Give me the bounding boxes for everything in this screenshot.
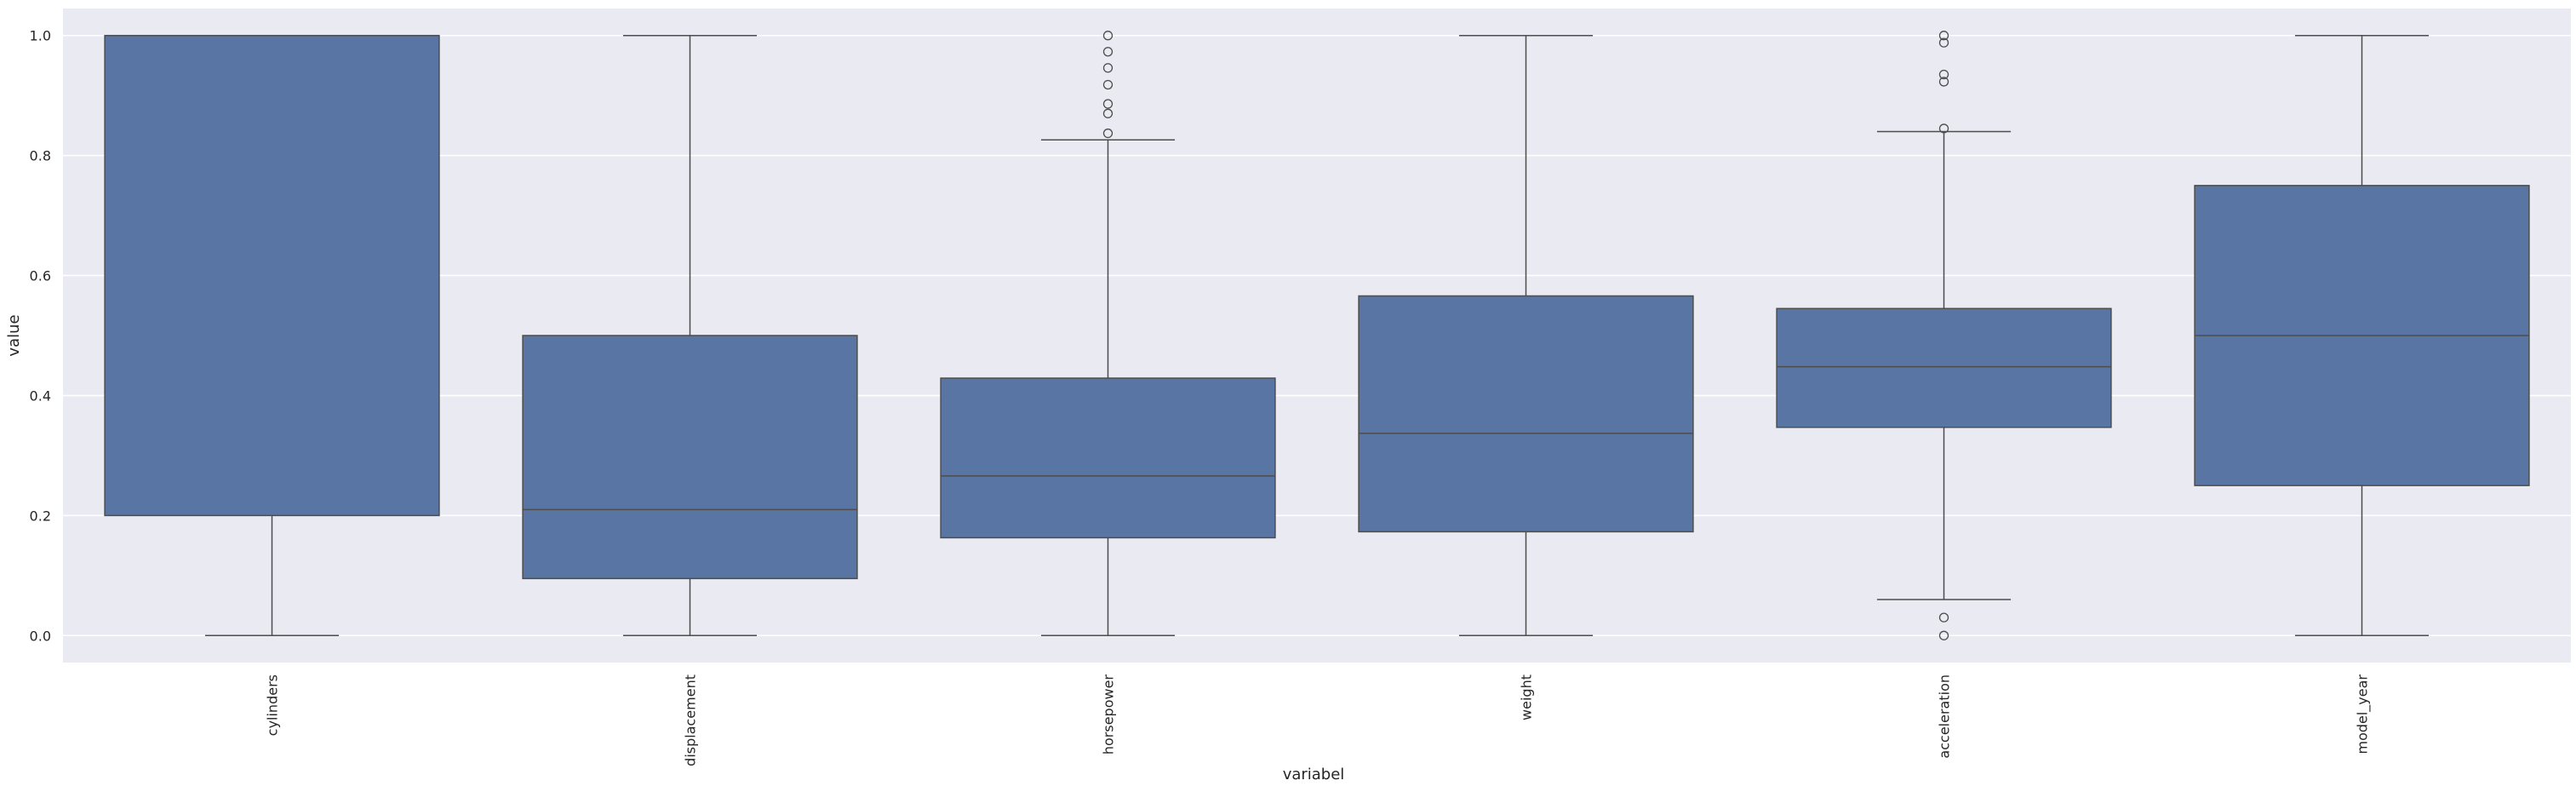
outlier-point	[1102, 79, 1113, 90]
x-axis-label: variabel	[1283, 766, 1345, 783]
gridlines	[63, 34, 2571, 637]
outlier-point	[1102, 47, 1113, 57]
box-iqr	[522, 335, 858, 580]
outlier-point	[1938, 77, 1949, 87]
x-tick-label: model_year	[2355, 674, 2372, 755]
outlier-point	[1102, 128, 1113, 139]
x-tick-labels: cylinders displacement horsepower weight acc…	[265, 674, 2372, 766]
box-iqr	[104, 34, 440, 517]
outlier-point	[1938, 123, 1949, 134]
box-group-displacement	[522, 34, 858, 637]
box-group-horsepower	[940, 31, 1276, 637]
outlier-point	[1102, 31, 1113, 41]
plot-background	[63, 9, 2571, 663]
box-group-cylinders	[104, 34, 440, 637]
x-tick-label: acceleration	[1937, 674, 1953, 759]
x-tick-label: cylinders	[265, 674, 281, 736]
outlier-point	[1938, 612, 1949, 623]
box-iqr	[1776, 307, 2112, 428]
y-tick-label: 0.4	[30, 387, 51, 404]
y-axis-label: value	[5, 314, 23, 356]
boxes	[104, 31, 2530, 640]
outlier-point	[1102, 99, 1113, 109]
outlier-point	[1938, 31, 1949, 41]
box-iqr	[1358, 295, 1694, 533]
outlier-point	[1938, 37, 1949, 48]
outlier-point	[1938, 69, 1949, 80]
outlier-point	[1102, 63, 1113, 73]
outlier-point	[1938, 630, 1949, 640]
x-tick-label: weight	[1519, 674, 1535, 720]
y-tick-label: 1.0	[30, 28, 51, 44]
box-group-weight	[1358, 34, 1694, 637]
box-iqr	[940, 377, 1276, 539]
x-tick-label: horsepower	[1101, 674, 1117, 755]
y-tick-label: 0.8	[30, 148, 51, 164]
y-tick-label: 0.0	[30, 628, 51, 644]
x-tick-label: displacement	[683, 674, 699, 766]
y-tick-label: 0.2	[30, 508, 51, 524]
y-tick-labels: 0.0 0.2 0.4 0.6 0.8 1.0	[30, 28, 51, 645]
outlier-point	[1102, 108, 1113, 118]
y-tick-label: 0.6	[30, 268, 51, 284]
box-group-acceleration	[1776, 31, 2112, 640]
box-group-model_year	[2194, 34, 2530, 637]
